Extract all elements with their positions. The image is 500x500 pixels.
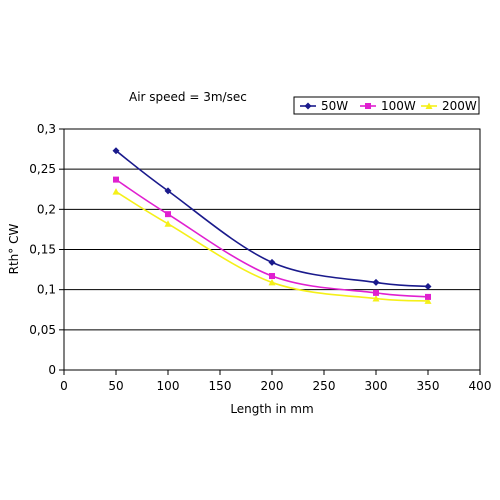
y-axis-title: Rth° CW <box>7 224 21 275</box>
data-point-50w <box>372 278 380 286</box>
series-layer <box>112 147 432 304</box>
data-point-100w <box>165 211 171 218</box>
x-tick-label: 350 <box>417 379 440 393</box>
y-tick-label: 0,05 <box>29 323 56 337</box>
chart-annotation: Air speed = 3m/sec <box>129 90 247 104</box>
data-point-200w <box>164 220 172 227</box>
data-point-100w <box>269 273 275 280</box>
axes: 0 0,05 0,1 0,15 0,2 0,25 0,3 0 50 100 150 200 250 300… <box>29 122 491 393</box>
data-point-200w <box>372 295 380 302</box>
data-point-200w <box>424 297 432 304</box>
legend-label-50w: 50W <box>321 99 348 113</box>
legend-marker-50w <box>304 102 312 110</box>
series-200w <box>112 188 432 304</box>
data-point-100w <box>113 176 119 183</box>
y-tick-label: 0,1 <box>37 283 56 297</box>
data-point-200w <box>268 278 276 286</box>
legend-marker-200w <box>425 102 433 109</box>
legend-label-100w: 100W <box>381 99 416 113</box>
legend-box <box>293 96 480 115</box>
data-point-50w <box>268 258 276 266</box>
legend: 50W 100W 200W <box>293 96 480 115</box>
x-tick-label: 0 <box>60 379 68 393</box>
x-tick-label: 250 <box>313 379 336 393</box>
x-tick-label: 100 <box>157 379 180 393</box>
y-tick-label: 0,2 <box>37 202 56 216</box>
x-tick-label: 400 <box>469 379 492 393</box>
x-tick-label: 200 <box>261 379 284 393</box>
series-50w <box>112 147 432 290</box>
y-tick-label: 0,3 <box>37 122 56 136</box>
grid-lines <box>64 168 480 331</box>
data-point-100w <box>373 289 379 296</box>
y-tick-label: 0 <box>48 363 56 377</box>
legend-label-200w: 200W <box>442 99 477 113</box>
y-tick-label: 0,25 <box>29 162 56 176</box>
data-point-50w <box>424 282 432 290</box>
x-tick-label: 50 <box>108 379 123 393</box>
data-point-50w <box>164 187 172 195</box>
legend-marker-100w <box>365 103 371 109</box>
x-tick-label: 300 <box>365 379 388 393</box>
data-point-50w <box>112 147 120 155</box>
data-point-200w <box>112 188 120 195</box>
data-point-100w <box>425 293 431 300</box>
x-tick-label: 150 <box>209 379 232 393</box>
x-axis-title: Length in mm <box>230 402 313 416</box>
series-100w <box>113 176 431 300</box>
y-tick-label: 0,15 <box>29 243 56 257</box>
